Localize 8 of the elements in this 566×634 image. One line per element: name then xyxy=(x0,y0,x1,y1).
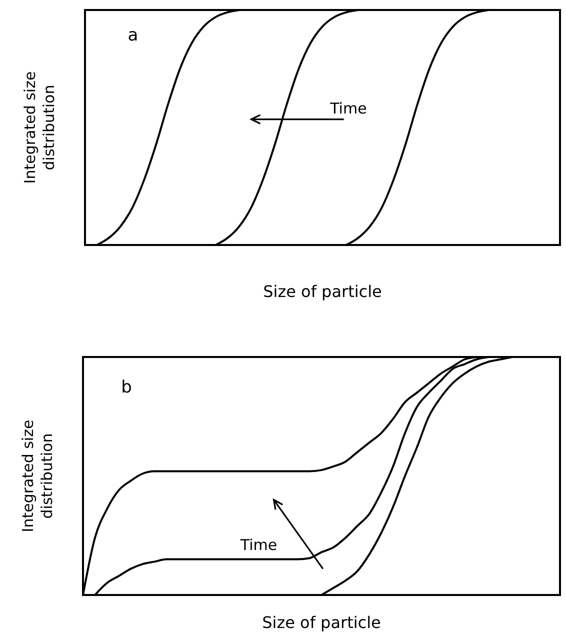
annotation: Time xyxy=(239,536,278,554)
annotation: Time xyxy=(329,99,367,118)
y-axis-title: Integrated size distribution xyxy=(21,71,58,184)
annotation: a xyxy=(128,26,138,46)
x-axis-title: Size of particle xyxy=(263,282,382,301)
x-axis-title: Size of particle xyxy=(262,613,381,632)
y-axis-title: Integrated size distribution xyxy=(19,420,56,532)
annotation: b xyxy=(121,378,132,398)
